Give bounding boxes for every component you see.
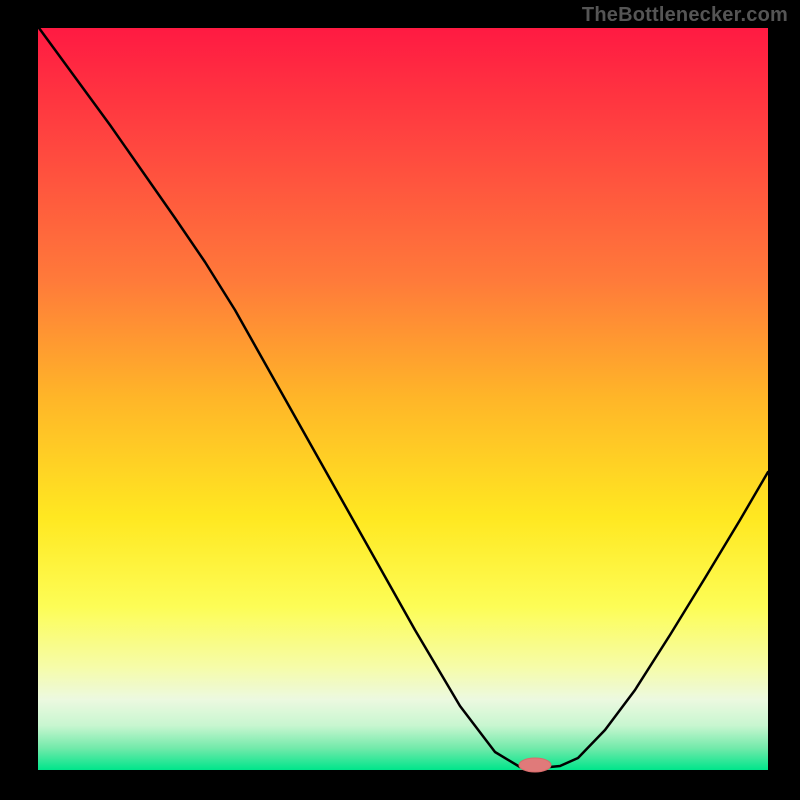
watermark-text: TheBottlenecker.com [582, 4, 788, 27]
sweet-spot-marker [519, 758, 551, 772]
chart-background-gradient [38, 28, 768, 770]
chart-container: TheBottlenecker.com [0, 0, 800, 800]
bottleneck-curve-chart [0, 0, 800, 800]
